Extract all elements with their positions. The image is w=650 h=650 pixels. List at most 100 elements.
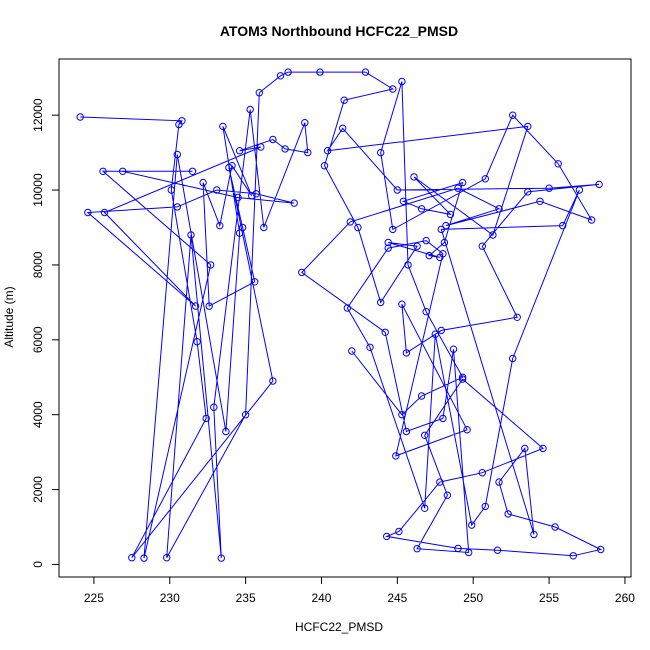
x-tick-label-5: 250	[463, 591, 483, 605]
data-point-33	[257, 143, 265, 151]
chart-title: ATOM3 Northbound HCFC22_PMSD	[220, 23, 458, 39]
data-point-66	[489, 231, 497, 239]
data-point-77	[402, 349, 411, 357]
data-point-93	[437, 225, 445, 234]
data-point-29	[173, 203, 182, 211]
y-tick-label-5: 10000	[31, 173, 45, 207]
data-point-76	[437, 326, 445, 335]
data-point-23	[188, 167, 197, 176]
data-point-37	[304, 148, 312, 157]
data-point-88	[468, 521, 476, 529]
data-point-71	[545, 184, 553, 192]
data-point-14	[228, 162, 236, 170]
data-point-19	[173, 150, 182, 159]
data-point-64	[446, 210, 455, 219]
data-point-112	[465, 548, 473, 557]
data-point-120	[495, 205, 503, 213]
data-point-106	[478, 469, 486, 477]
y-tick-label-3: 6000	[31, 326, 45, 353]
data-point-100	[569, 552, 577, 560]
data-point-98	[551, 523, 559, 531]
data-point-74	[478, 242, 486, 250]
x-axis-label: HCFC22_PMSD	[295, 620, 383, 634]
data-point-35	[269, 135, 277, 144]
data-point-61	[458, 178, 467, 187]
data-point-47	[276, 72, 285, 80]
data-point-70	[393, 186, 401, 194]
data-point-18	[222, 427, 230, 436]
data-point-113	[449, 345, 458, 353]
data-point-24	[119, 167, 127, 176]
data-point-84	[343, 304, 351, 312]
data-point-9	[238, 223, 247, 232]
data-point-130	[404, 261, 412, 269]
data-point-60	[440, 238, 449, 247]
data-point-65	[410, 173, 418, 181]
data-point-26	[290, 199, 298, 207]
data-point-127	[389, 225, 397, 234]
y-tick-label-1: 2000	[31, 476, 45, 503]
data-point-31	[191, 302, 200, 310]
data-point-129	[398, 77, 406, 86]
data-point-57	[384, 238, 392, 247]
data-point-7	[269, 377, 277, 385]
y-axis-label: Altitude (m)	[2, 286, 16, 347]
data-point-12	[199, 178, 207, 187]
data-point-87	[431, 330, 439, 338]
data-point-122	[536, 197, 544, 206]
data-point-44	[163, 554, 171, 562]
data-point-4	[193, 338, 201, 346]
data-point-135	[348, 347, 356, 355]
data-point-104	[395, 527, 403, 536]
data-point-101	[493, 546, 502, 554]
data-point-114	[439, 414, 447, 423]
data-point-13	[216, 221, 224, 230]
data-point-107	[539, 444, 547, 453]
data-point-72	[595, 180, 603, 189]
data-point-50	[361, 68, 370, 76]
data-point-41	[210, 403, 218, 411]
data-point-27	[252, 190, 260, 198]
y-tick-label-2: 4000	[31, 401, 45, 428]
data-point-90	[509, 354, 517, 363]
data-point-62	[399, 197, 408, 206]
data-point-81	[439, 250, 447, 258]
data-point-22	[99, 167, 107, 176]
y-tick-label-6: 12000	[31, 98, 45, 132]
data-point-99	[597, 545, 605, 554]
data-point-97	[504, 510, 512, 518]
series-layer	[76, 68, 605, 562]
data-point-20	[140, 554, 148, 562]
data-point-118	[346, 218, 354, 226]
data-point-17	[235, 229, 244, 237]
data-point-123	[587, 216, 596, 224]
data-point-85	[366, 343, 374, 351]
data-point-56	[413, 242, 421, 250]
data-point-6	[128, 554, 136, 562]
data-point-111	[413, 545, 421, 553]
data-point-63	[417, 205, 426, 213]
data-point-92	[559, 221, 567, 230]
data-point-16	[219, 122, 227, 131]
data-point-43	[187, 231, 195, 239]
data-point-0	[76, 113, 84, 121]
data-point-119	[454, 184, 462, 192]
data-point-96	[495, 478, 503, 486]
data-point-30	[84, 208, 92, 217]
data-point-117	[298, 268, 306, 277]
data-point-103	[383, 532, 391, 541]
x-tick-label-2: 235	[236, 591, 256, 605]
data-point-49	[316, 68, 324, 76]
data-point-59	[425, 251, 433, 260]
data-point-134	[398, 411, 406, 419]
data-point-28	[213, 186, 221, 194]
x-tick-label-7: 260	[615, 591, 635, 605]
data-point-79	[463, 426, 471, 434]
data-point-116	[381, 328, 389, 336]
data-point-132	[458, 373, 467, 381]
data-point-53	[320, 162, 329, 170]
data-point-102	[454, 544, 462, 553]
data-point-109	[421, 431, 429, 439]
